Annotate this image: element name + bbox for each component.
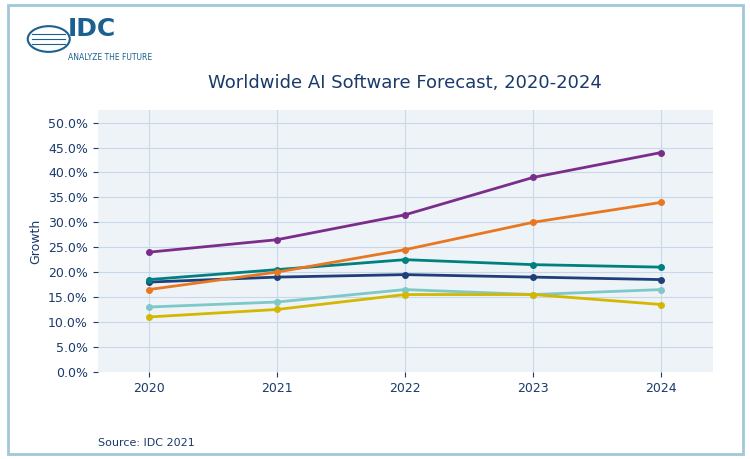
- Text: ANALYZE THE FUTURE: ANALYZE THE FUTURE: [68, 53, 152, 62]
- Text: IDC: IDC: [68, 17, 116, 41]
- Text: Source: IDC 2021: Source: IDC 2021: [98, 437, 194, 448]
- Legend: AI CRM, AI ERM, Rest of AI Apps, AI Software Platforms, AI Application Developme: AI CRM, AI ERM, Rest of AI Apps, AI Soft…: [200, 456, 610, 459]
- Text: Worldwide AI Software Forecast, 2020-2024: Worldwide AI Software Forecast, 2020-202…: [208, 74, 602, 92]
- Y-axis label: Growth: Growth: [29, 218, 42, 263]
